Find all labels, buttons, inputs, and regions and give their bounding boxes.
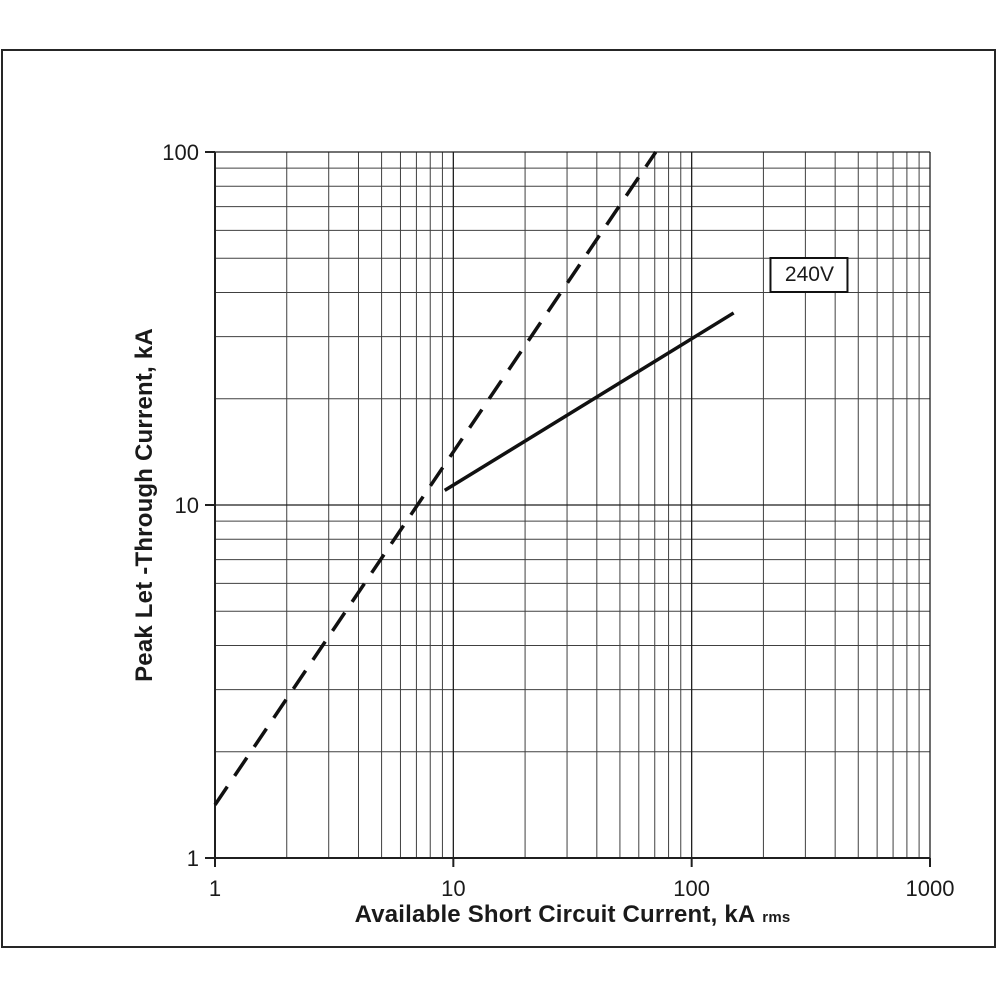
x-tick-label: 100 xyxy=(673,876,710,901)
x-tick-label: 1000 xyxy=(906,876,955,901)
y-tick-label: 100 xyxy=(162,140,199,165)
x-tick-label: 10 xyxy=(441,876,465,901)
240V-let-through-line xyxy=(443,311,735,492)
voltage-label-240v: 240V xyxy=(769,257,849,294)
y-tick-label: 10 xyxy=(175,493,199,518)
x-axis-label-subscript: rms xyxy=(762,909,791,926)
x-axis-label: Available Short Circuit Current, kA rms xyxy=(215,901,930,929)
chart-outer-border xyxy=(1,49,996,948)
x-tick-label: 1 xyxy=(209,876,221,901)
y-tick-label: 1 xyxy=(187,846,199,871)
prospective-peak-reference-line xyxy=(213,151,658,806)
x-axis-label-text: Available Short Circuit Current, kA xyxy=(354,901,756,928)
y-axis-label: Peak Let -Through Current, kA xyxy=(131,328,158,682)
